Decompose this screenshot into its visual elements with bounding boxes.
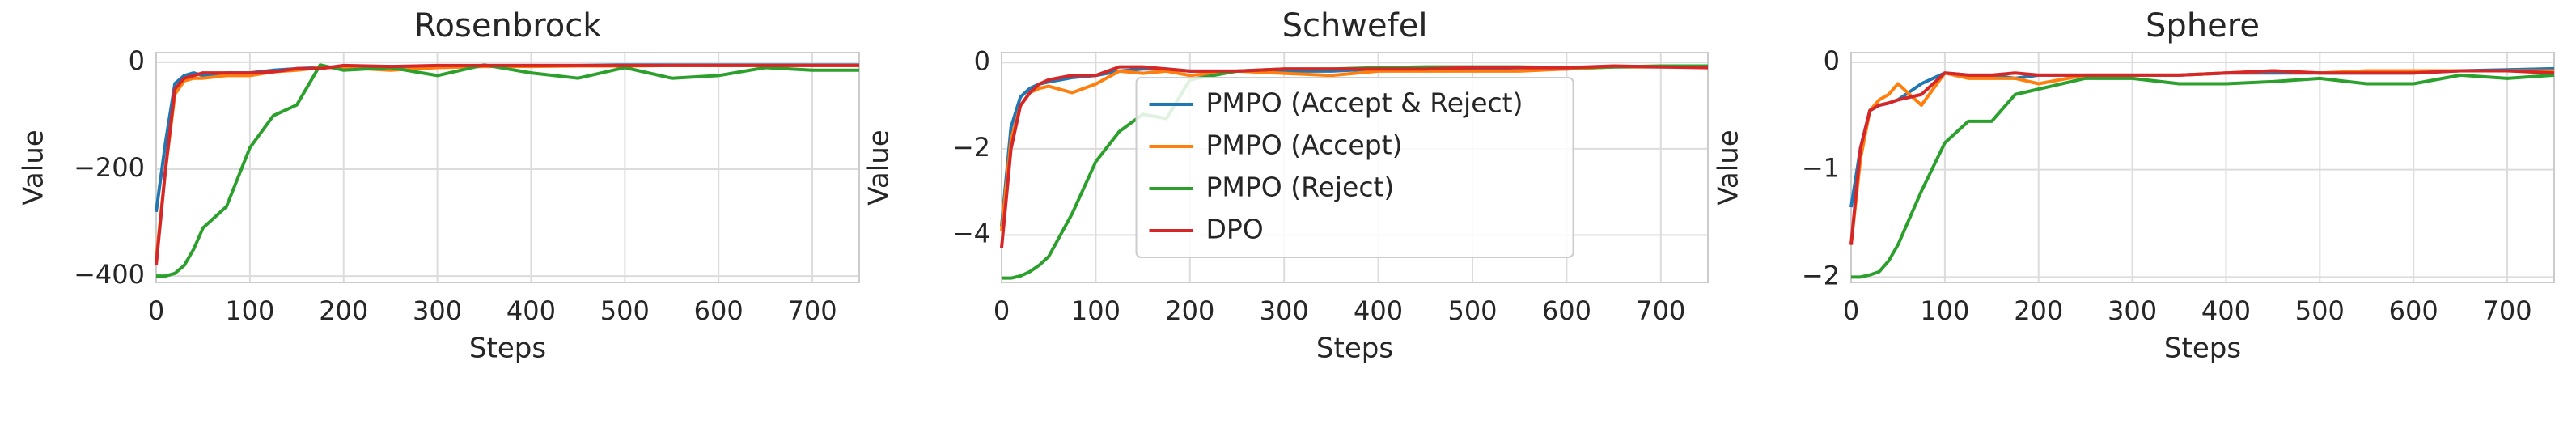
y-axis-label: Value (863, 129, 896, 205)
subplot: Schwefel Steps Value 0 100 200 300 400 500 600 700… (863, 7, 1709, 365)
x-tick-label: 400 (1354, 295, 1403, 326)
line-series (1849, 69, 2554, 245)
line-series (1000, 65, 1708, 231)
line-series (1000, 64, 1709, 248)
line-series (155, 63, 859, 261)
x-tick-label: 200 (319, 295, 368, 326)
y-axis-label: Value (18, 129, 50, 205)
legend: PMPO (Accept & Reject) PMPO (Accept) PMPO … (1135, 77, 1574, 258)
x-tick-label: 400 (2201, 295, 2251, 326)
x-axis-label: Steps (1316, 333, 1393, 365)
x-tick-label: 200 (2014, 295, 2063, 326)
x-axis-label: Steps (469, 333, 546, 365)
x-tick-label: 600 (1542, 295, 1591, 326)
x-tick-label: 0 (148, 295, 164, 326)
x-axis-label: Steps (2164, 333, 2241, 365)
y-tick-label: −2 (952, 132, 990, 163)
y-tick-label: 0 (974, 45, 990, 76)
x-tick-label: 100 (1071, 295, 1121, 326)
plot-frame (1001, 52, 1709, 283)
x-tick-label: 100 (1920, 295, 1969, 326)
line-series (1849, 66, 2555, 208)
y-tick-label: −400 (74, 259, 145, 290)
line-series (156, 63, 859, 278)
x-tick-label: 600 (694, 295, 744, 326)
line-series (1851, 73, 2555, 279)
x-tick-label: 100 (225, 295, 274, 326)
plot-frame (1850, 52, 2555, 283)
subplot: Sphere Steps Value 0 100 200 300 400 500 600 700 −2… (1713, 7, 2555, 365)
x-tick-label: 200 (1165, 295, 1214, 326)
x-tick-label: 700 (2483, 295, 2532, 326)
x-tick-label: 400 (506, 295, 556, 326)
x-tick-label: 500 (2295, 295, 2345, 326)
x-tick-label: 600 (2389, 295, 2438, 326)
x-tick-label: 0 (994, 295, 1010, 326)
line-series (1849, 69, 2555, 245)
y-tick-label: 0 (1824, 45, 1840, 76)
x-tick-label: 300 (1260, 295, 1309, 326)
plot-frame (155, 52, 860, 283)
legend-label: PMPO (Accept & Reject) (1206, 87, 1523, 119)
x-tick-label: 300 (2108, 295, 2157, 326)
y-tick-label: −4 (952, 218, 990, 248)
y-tick-label: 0 (129, 45, 145, 76)
x-tick-label: 500 (1447, 295, 1497, 326)
x-tick-label: 0 (1843, 295, 1859, 326)
chart-title: Sphere (2146, 7, 2260, 45)
chart-title: Schwefel (1282, 7, 1428, 45)
x-tick-label: 700 (1636, 295, 1685, 326)
y-tick-label: −200 (74, 152, 145, 183)
y-tick-label: −1 (1802, 153, 1840, 184)
y-axis-label: Value (1713, 129, 1745, 205)
legend-label: DPO (1206, 214, 1264, 245)
legend-label: PMPO (Reject) (1206, 172, 1395, 203)
x-tick-label: 300 (413, 295, 462, 326)
legend-label: PMPO (Accept) (1206, 129, 1403, 161)
x-tick-label: 700 (788, 295, 837, 326)
y-tick-label: −2 (1802, 260, 1840, 291)
x-tick-label: 500 (600, 295, 650, 326)
subplot: Rosenbrock Steps Value 0 100 200 300 400 500 600 7… (18, 7, 860, 365)
chart-title: Rosenbrock (414, 7, 603, 45)
line-series (155, 63, 859, 266)
legend-box (1135, 77, 1574, 258)
line-series (155, 63, 859, 213)
